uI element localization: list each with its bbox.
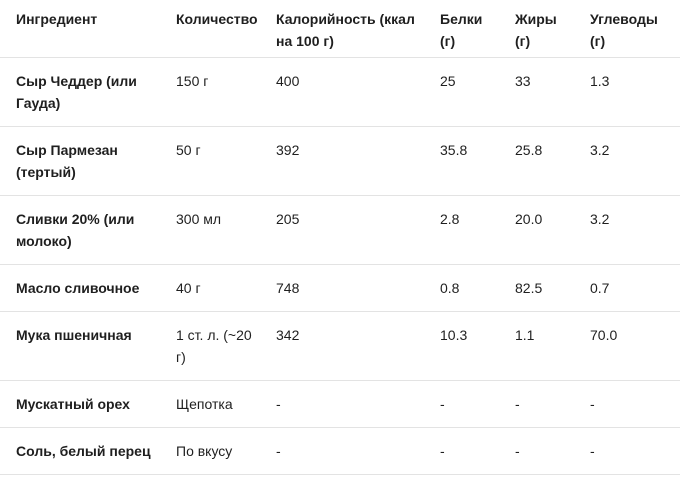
table-cell: 25	[440, 72, 456, 89]
table-cell: 0.7	[590, 279, 610, 296]
table-cell: 20.0	[515, 210, 543, 227]
ingredient-cell: Сливки 20% (или молоко)	[16, 210, 135, 249]
table-cell: -	[590, 442, 595, 459]
table-cell: 1.3	[590, 72, 610, 89]
ingredient-cell: Соль, белый перец	[16, 442, 151, 459]
table-row: Соль, белый перец По вкусу - - - -	[0, 427, 680, 474]
ingredient-cell: Мускатный орех	[16, 395, 130, 412]
ingredient-cell: Масло сливочное	[16, 279, 140, 296]
table-body: Сыр Чеддер (или Гауда) 150 г 400 25 33 1.3 Сыр…	[0, 57, 680, 474]
table-cell: 1.1	[515, 326, 535, 343]
table-row: Масло сливочное 40 г 748 0.8 82.5 0.7	[0, 264, 680, 311]
ingredient-cell: Сыр Чеддер (или Гауда)	[16, 72, 137, 111]
table-cell: 50 г	[176, 141, 201, 158]
table-cell: 0.8	[440, 279, 460, 296]
table-cell: -	[515, 395, 520, 412]
table-cell: 2.8	[440, 210, 460, 227]
table-row: Сливки 20% (или молоко) 300 мл 205 2.8 20.0 3…	[0, 195, 680, 264]
header-cell: Ингредиент	[16, 11, 98, 27]
table-cell: -	[440, 395, 445, 412]
table-cell: -	[276, 442, 281, 459]
table-cell: 25.8	[515, 141, 543, 158]
table-cell: 748	[276, 279, 300, 296]
table-row: Мускатный орех Щепотка - - - -	[0, 380, 680, 427]
table-row: Сыр Чеддер (или Гауда) 150 г 400 25 33 1.3	[0, 57, 680, 126]
table-cell: 342	[276, 326, 300, 343]
table-header: Ингредиент Количество Калорийность (ккал н…	[0, 0, 680, 57]
table-cell: 300 мл	[176, 210, 222, 227]
header-cell: Жиры (г)	[515, 11, 557, 49]
table-cell: 205	[276, 210, 300, 227]
table-row: Сыр Пармезан (тертый) 50 г 392 35.8 25.8 3.2	[0, 126, 680, 195]
table-cell: 82.5	[515, 279, 543, 296]
table-cell: -	[440, 442, 445, 459]
table-cell: По вкусу	[176, 442, 233, 459]
table-cell: -	[590, 395, 595, 412]
table-cell: 3.2	[590, 210, 610, 227]
table-cell: 150 г	[176, 72, 209, 89]
table-cell: 10.3	[440, 326, 468, 343]
ingredient-cell: Сыр Пармезан (тертый)	[16, 141, 118, 180]
table-cell: 33	[515, 72, 531, 89]
table-cell: -	[515, 442, 520, 459]
table-cell: -	[276, 395, 281, 412]
table-cell: Щепотка	[176, 395, 233, 412]
header-cell: Калорийность (ккал на 100 г)	[276, 11, 415, 49]
table-cell: 40 г	[176, 279, 201, 296]
header-row: Ингредиент Количество Калорийность (ккал н…	[0, 0, 680, 57]
header-cell: Углеводы (г)	[590, 11, 658, 49]
table-row: Мука пшеничная 1 ст. л. (~20 г) 342 10.3 1.1…	[0, 311, 680, 380]
table-cell: 392	[276, 141, 300, 158]
table-cell: 1 ст. л. (~20 г)	[176, 326, 252, 365]
header-cell: Количество	[176, 11, 258, 27]
header-cell: Белки (г)	[440, 11, 483, 49]
table-cell: 35.8	[440, 141, 468, 158]
table-cell: 70.0	[590, 326, 618, 343]
table-cell: 400	[276, 72, 300, 89]
table-cell: 3.2	[590, 141, 610, 158]
ingredient-cell: Мука пшеничная	[16, 326, 132, 343]
